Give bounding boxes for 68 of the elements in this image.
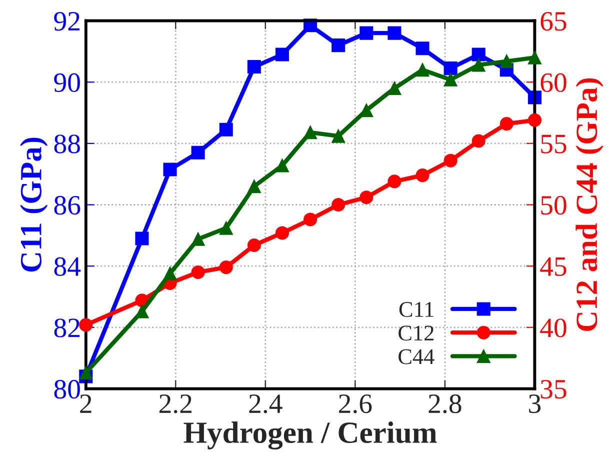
point: [191, 232, 205, 246]
y2-axis-title: C12 and C44 (GPa): [576, 78, 604, 331]
point: [304, 126, 318, 140]
point: [191, 265, 205, 279]
point: [360, 26, 374, 40]
point: [360, 104, 374, 118]
y2-tick-label: 60: [540, 73, 566, 92]
y2-tick-label: 35: [540, 380, 566, 399]
point: [219, 122, 233, 136]
x-tick-label: 2.4: [249, 394, 282, 414]
point: [304, 212, 318, 226]
y-axis-title: C11 (GPa): [20, 138, 48, 272]
x-axis-title: Hydrogen / Cerium: [184, 422, 437, 450]
point: [472, 48, 486, 62]
point: [416, 42, 430, 56]
point: [360, 190, 374, 204]
x-tick-label: 2.6: [339, 394, 372, 414]
x-tick-label: 2: [80, 394, 92, 413]
point: [444, 72, 458, 86]
point: [332, 198, 346, 212]
point: [332, 38, 346, 52]
point: [472, 58, 486, 72]
legend-label: C12: [398, 326, 434, 341]
x-tick-label: 3: [529, 394, 541, 414]
y2-tick-label: 55: [541, 134, 566, 154]
y-tick-label: 84: [54, 257, 81, 276]
y2-tick-label: 40: [540, 318, 566, 338]
y-tick-label: 80: [54, 380, 80, 399]
point: [275, 158, 290, 172]
y2-tick-label: 45: [540, 257, 566, 276]
legend-label: C44: [398, 349, 434, 364]
legend-label: C11: [399, 302, 434, 317]
y2-tick-label: 65: [540, 12, 566, 31]
point: [79, 318, 93, 332]
point: [472, 134, 486, 148]
point: [219, 260, 233, 274]
x-tick-label: 2.2: [159, 394, 192, 414]
point: [500, 117, 514, 131]
y-tick-label: 88: [54, 134, 80, 154]
point: [247, 60, 261, 74]
point: [275, 48, 290, 62]
y-tick-label: 86: [54, 196, 80, 215]
point: [388, 26, 402, 40]
point: [416, 168, 430, 182]
x-tick-label: 2.8: [428, 394, 462, 414]
point: [219, 221, 233, 235]
point: [163, 162, 177, 176]
y-tick-label: 90: [54, 73, 80, 92]
y-tick-label: 82: [54, 318, 80, 338]
point: [528, 50, 542, 64]
y2-tick-label: 50: [541, 196, 566, 215]
point: [79, 366, 93, 380]
point: [135, 304, 149, 318]
point: [163, 266, 177, 280]
point: [500, 54, 514, 68]
point: [416, 63, 430, 77]
point: [247, 238, 261, 252]
y-tick-label: 92: [54, 12, 80, 31]
point: [135, 232, 149, 246]
point: [332, 129, 346, 143]
point: [388, 81, 402, 96]
point: [247, 180, 261, 194]
point: [444, 154, 458, 168]
point: [444, 62, 458, 76]
point: [388, 174, 402, 188]
point: [275, 226, 290, 240]
point: [191, 146, 205, 160]
point: [528, 113, 542, 127]
